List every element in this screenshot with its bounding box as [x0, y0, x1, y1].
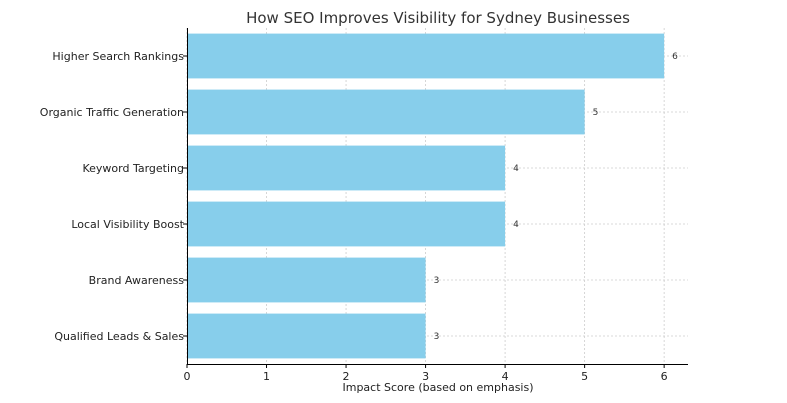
category-labels: Higher Search Rankings Organic Traffic Ge… — [40, 50, 185, 343]
category-label: Higher Search Rankings — [52, 50, 184, 63]
category-label: Keyword Targeting — [82, 162, 184, 175]
x-tick-label: 6 — [661, 370, 668, 383]
category-label: Organic Traffic Generation — [40, 106, 184, 119]
chart-title: How SEO Improves Visibility for Sydney B… — [246, 9, 630, 27]
bar — [187, 33, 665, 79]
bar — [187, 201, 506, 247]
bar — [187, 89, 585, 135]
bar-value-label: 4 — [513, 164, 519, 174]
x-tick-label: 5 — [581, 370, 588, 383]
bar-value-label: 5 — [593, 108, 599, 118]
x-tick-label: 3 — [422, 370, 429, 383]
bars — [187, 33, 665, 359]
bar-value-label: 3 — [434, 276, 440, 286]
x-tick-label: 2 — [343, 370, 350, 383]
x-tick-label: 1 — [263, 370, 270, 383]
category-label: Brand Awareness — [89, 274, 185, 287]
grid-lines — [186, 28, 688, 364]
bar — [187, 145, 506, 191]
data-labels: 6 5 4 4 3 3 — [434, 52, 679, 342]
bar-value-label: 6 — [672, 52, 678, 62]
x-ticks: 0 1 2 3 4 5 6 — [183, 55, 668, 383]
bar — [187, 257, 426, 303]
x-tick-label: 0 — [184, 370, 191, 383]
x-tick-label: 4 — [502, 370, 509, 383]
axes — [187, 28, 688, 365]
x-axis-label: Impact Score (based on emphasis) — [342, 381, 533, 394]
bar — [187, 313, 426, 359]
category-label: Local Visibility Boost — [71, 218, 184, 231]
bar-value-label: 3 — [434, 332, 440, 342]
bar-value-label: 4 — [513, 220, 519, 230]
category-label: Qualified Leads & Sales — [54, 330, 184, 343]
